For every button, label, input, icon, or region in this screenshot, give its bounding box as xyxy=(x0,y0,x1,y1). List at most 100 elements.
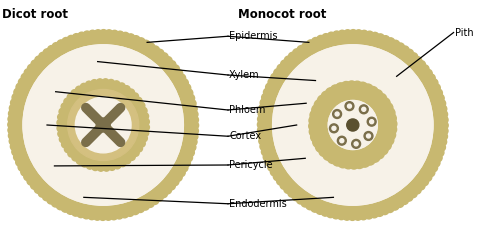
Circle shape xyxy=(360,212,368,220)
Circle shape xyxy=(410,182,419,190)
Circle shape xyxy=(93,212,101,220)
Circle shape xyxy=(46,184,54,192)
Circle shape xyxy=(39,52,47,60)
Circle shape xyxy=(135,137,143,144)
Circle shape xyxy=(409,58,417,66)
Circle shape xyxy=(151,46,159,54)
Circle shape xyxy=(28,79,36,87)
Circle shape xyxy=(345,87,355,97)
Circle shape xyxy=(164,70,172,78)
Circle shape xyxy=(132,40,140,48)
Circle shape xyxy=(180,90,189,98)
Circle shape xyxy=(319,146,329,156)
Circle shape xyxy=(18,78,26,86)
Circle shape xyxy=(46,58,54,66)
Circle shape xyxy=(84,90,91,97)
Circle shape xyxy=(135,97,142,104)
Circle shape xyxy=(85,202,94,210)
Circle shape xyxy=(67,36,75,44)
Circle shape xyxy=(120,93,127,100)
Circle shape xyxy=(48,46,56,54)
Circle shape xyxy=(64,106,71,113)
Circle shape xyxy=(440,110,447,118)
Circle shape xyxy=(296,58,304,66)
Circle shape xyxy=(129,96,136,102)
Circle shape xyxy=(141,135,147,142)
Circle shape xyxy=(265,158,274,166)
Circle shape xyxy=(117,157,123,164)
Circle shape xyxy=(378,132,389,142)
Circle shape xyxy=(307,45,315,53)
Circle shape xyxy=(262,148,269,156)
Circle shape xyxy=(94,83,100,90)
Circle shape xyxy=(12,148,20,156)
Circle shape xyxy=(273,89,281,97)
Circle shape xyxy=(327,37,335,45)
Circle shape xyxy=(120,150,127,157)
Circle shape xyxy=(70,92,136,158)
Circle shape xyxy=(57,125,64,132)
Circle shape xyxy=(182,84,191,92)
Circle shape xyxy=(144,190,152,198)
Circle shape xyxy=(168,182,175,190)
Circle shape xyxy=(397,55,406,63)
Circle shape xyxy=(123,204,132,212)
Circle shape xyxy=(91,208,99,216)
Circle shape xyxy=(102,38,110,47)
Circle shape xyxy=(436,122,444,130)
Circle shape xyxy=(373,200,381,208)
Circle shape xyxy=(108,164,116,170)
Circle shape xyxy=(360,30,368,38)
Circle shape xyxy=(91,80,98,86)
Circle shape xyxy=(336,151,347,162)
Circle shape xyxy=(427,148,435,156)
Circle shape xyxy=(95,160,102,167)
Circle shape xyxy=(381,116,391,126)
Circle shape xyxy=(152,184,160,192)
Circle shape xyxy=(420,163,428,171)
Text: Monocot root: Monocot root xyxy=(238,8,326,20)
Circle shape xyxy=(13,133,21,141)
Circle shape xyxy=(13,106,22,114)
Circle shape xyxy=(177,160,185,168)
Circle shape xyxy=(66,111,73,117)
Circle shape xyxy=(132,36,140,44)
Circle shape xyxy=(311,204,319,212)
Circle shape xyxy=(427,74,435,82)
Circle shape xyxy=(284,70,292,78)
Circle shape xyxy=(105,30,113,38)
Circle shape xyxy=(297,46,305,54)
Circle shape xyxy=(327,146,337,156)
Circle shape xyxy=(440,127,448,135)
Circle shape xyxy=(92,164,99,170)
Circle shape xyxy=(368,206,376,214)
Circle shape xyxy=(18,163,26,171)
Circle shape xyxy=(99,34,108,42)
Circle shape xyxy=(262,117,270,125)
Circle shape xyxy=(266,95,274,103)
Circle shape xyxy=(25,75,34,83)
Circle shape xyxy=(439,105,447,113)
Circle shape xyxy=(380,98,390,108)
Circle shape xyxy=(266,116,275,124)
Circle shape xyxy=(367,134,371,138)
Circle shape xyxy=(35,56,43,64)
Circle shape xyxy=(309,49,317,57)
Circle shape xyxy=(300,187,308,195)
Circle shape xyxy=(267,110,275,118)
Circle shape xyxy=(369,146,379,156)
Circle shape xyxy=(431,110,439,118)
Circle shape xyxy=(354,212,362,220)
Circle shape xyxy=(402,58,410,66)
Circle shape xyxy=(113,207,121,215)
Circle shape xyxy=(314,200,322,208)
Circle shape xyxy=(367,117,376,126)
Circle shape xyxy=(74,204,83,212)
Circle shape xyxy=(77,37,85,45)
Circle shape xyxy=(78,32,86,40)
Circle shape xyxy=(72,34,81,42)
Circle shape xyxy=(173,84,181,92)
Circle shape xyxy=(137,42,144,51)
Circle shape xyxy=(31,74,39,82)
Circle shape xyxy=(65,122,72,128)
